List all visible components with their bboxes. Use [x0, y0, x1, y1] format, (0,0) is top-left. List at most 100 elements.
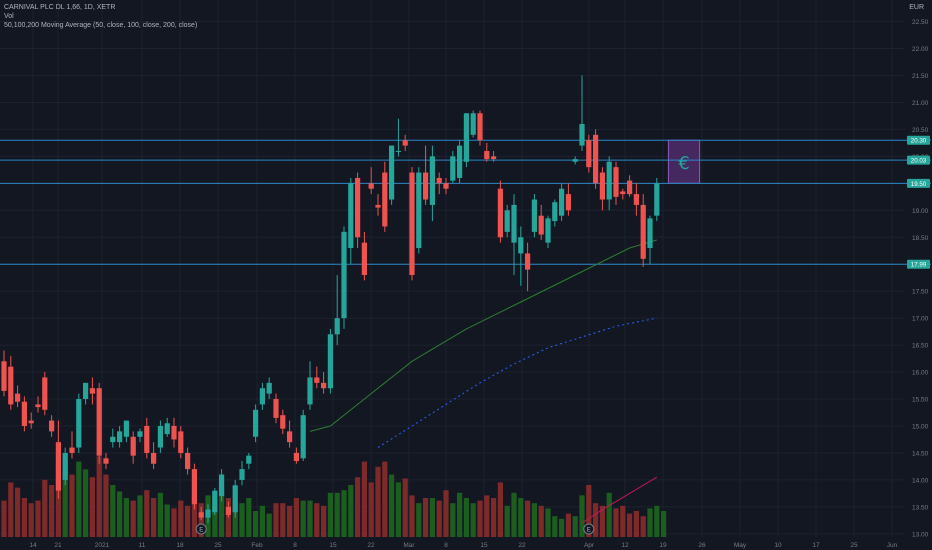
candle-body — [185, 452, 191, 470]
time-tick-label: 8 — [293, 542, 297, 549]
candle-body — [1, 361, 7, 391]
candle-body — [395, 150, 401, 152]
candle-body — [565, 194, 571, 211]
time-tick-label: Jun — [887, 542, 898, 549]
candle-body — [219, 474, 225, 497]
volume-bar — [103, 474, 109, 537]
candle-body — [96, 388, 102, 456]
candle-body — [205, 509, 211, 518]
volume-bar — [321, 505, 327, 537]
time-tick-label: 18 — [176, 542, 184, 549]
time-tick-label: 15 — [329, 542, 337, 549]
price-tick-label: 15.00 — [912, 423, 929, 430]
volume-bar — [463, 498, 469, 537]
candle-body — [144, 425, 150, 453]
volume-bar — [253, 511, 259, 537]
time-tick-label: 8 — [444, 542, 448, 549]
price-tick-label: 22.50 — [912, 19, 929, 26]
earnings-marker — [195, 523, 207, 535]
time-tick-label: Apr — [584, 542, 595, 549]
level-price-tag — [907, 259, 930, 269]
candle-body — [151, 452, 157, 464]
candle-body — [491, 156, 497, 160]
candle-body — [280, 415, 286, 429]
time-tick-label: 25 — [214, 542, 222, 549]
candle-body — [327, 334, 333, 389]
volume-bar — [620, 505, 626, 537]
volume-bar — [15, 487, 21, 537]
volume-bar — [259, 505, 265, 537]
volume-bar — [491, 498, 497, 537]
earnings-marker — [583, 523, 595, 535]
chart-legend: CARNIVAL PLC DL 1,66, 1D, XETR Vol 50,10… — [4, 3, 197, 30]
candle-body — [382, 172, 388, 227]
ma100-line — [377, 317, 657, 448]
candle-body — [457, 145, 463, 178]
volume-bar — [348, 485, 354, 537]
candle-body — [654, 183, 660, 216]
candle-body — [423, 172, 429, 200]
volume-bar — [429, 498, 435, 537]
volume-bar — [185, 505, 191, 537]
volume-bar — [443, 490, 449, 537]
euro-icon: € — [678, 153, 689, 174]
volume-bar — [361, 461, 367, 537]
volume-bar — [504, 505, 510, 537]
volume-bar — [62, 465, 68, 537]
time-tick-label: 26 — [698, 542, 706, 549]
candle-body — [470, 113, 476, 135]
volume-bar — [55, 461, 61, 537]
volume-bar — [579, 495, 585, 537]
candle-body — [633, 194, 639, 205]
volume-bar — [484, 495, 490, 537]
candle-body — [232, 485, 238, 513]
candle-body — [198, 512, 204, 518]
volume-bar — [409, 495, 415, 537]
volume-bar — [212, 500, 218, 537]
candle-body — [559, 188, 565, 216]
candle-body — [477, 113, 483, 141]
volume-bar — [219, 490, 225, 537]
volume-bar — [1, 500, 7, 537]
candle-body — [484, 150, 490, 160]
volume-bar — [477, 500, 483, 537]
earnings-marker-label: E — [199, 528, 203, 534]
candle-body — [579, 124, 585, 146]
candle-body — [361, 242, 367, 275]
price-zone — [667, 139, 701, 184]
candle-body — [518, 237, 524, 254]
time-tick-label: 22 — [367, 542, 375, 549]
price-tick-label: 18.50 — [912, 235, 929, 242]
candle-body — [545, 218, 551, 243]
level-price-tag-label: 19.50 — [911, 181, 927, 188]
volume-bar — [375, 466, 381, 537]
volume-bar — [42, 479, 48, 537]
level-price-tag — [907, 178, 930, 188]
candle-body — [627, 180, 633, 195]
volume-bar — [239, 503, 245, 537]
price-tick-label: 14.50 — [912, 450, 929, 457]
time-tick-label: 11 — [139, 542, 146, 549]
candle-body — [35, 404, 41, 408]
volume-bar — [273, 503, 279, 537]
candle-body — [389, 145, 395, 200]
volume-bar — [300, 500, 306, 537]
candle-body — [572, 159, 578, 162]
candle-body — [69, 447, 75, 453]
volume-bar — [144, 490, 150, 537]
volume-bar — [538, 505, 544, 537]
volume-bar — [164, 504, 170, 537]
candle-body — [171, 425, 177, 440]
volume-bar — [151, 498, 157, 537]
price-tick-label: 13.50 — [912, 504, 929, 511]
volume-bar — [293, 498, 299, 537]
volume-bar — [599, 505, 605, 537]
volume-bar — [76, 461, 82, 537]
candle-body — [8, 366, 14, 405]
candle-body — [293, 452, 299, 462]
price-tick-label: 13.00 — [912, 531, 929, 538]
candle-body — [586, 140, 592, 168]
price-tick-label: 17.00 — [912, 316, 929, 323]
price-tick-label: 20.50 — [912, 127, 929, 134]
